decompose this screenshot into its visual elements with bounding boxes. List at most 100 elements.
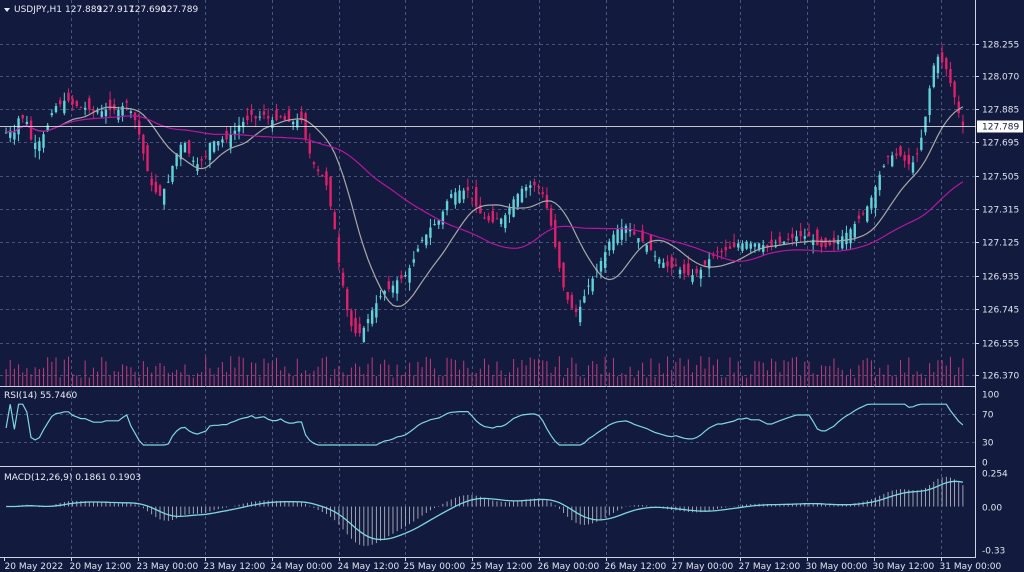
candle-body	[516, 194, 519, 207]
candle-body	[907, 155, 911, 165]
candlestick-series	[4, 45, 965, 344]
candle-body	[645, 245, 648, 252]
candle-body	[633, 231, 636, 235]
candle-body	[961, 121, 965, 126]
candle-body	[246, 115, 249, 121]
candle-body	[192, 160, 195, 162]
grid-lines	[0, 0, 976, 558]
y-tick-label: 126.370	[982, 372, 1019, 382]
candle-body	[4, 132, 8, 134]
y-tick-label: 126.745	[982, 306, 1019, 316]
candle-body	[836, 239, 840, 244]
candle-body	[350, 310, 353, 327]
candle-body	[175, 153, 178, 167]
candle-body	[741, 243, 744, 251]
candle-body	[936, 56, 940, 74]
candle-body	[296, 120, 299, 128]
candle-body	[641, 230, 644, 242]
candle-body	[316, 169, 320, 172]
candle-body	[757, 243, 761, 251]
candle-body	[433, 224, 436, 226]
candle-body	[658, 259, 661, 264]
close-value: 127.789	[161, 5, 198, 15]
candle-body	[562, 262, 565, 288]
candle-body	[612, 234, 615, 251]
candle-body	[204, 156, 207, 158]
candle-body	[212, 141, 216, 152]
candle-body	[217, 141, 220, 146]
candle-body	[129, 111, 133, 113]
candle-body	[466, 186, 470, 191]
candle-body	[121, 106, 124, 116]
dropdown-triangle-icon[interactable]	[4, 8, 10, 12]
x-tick-label: 24 May 12:00	[338, 562, 400, 572]
candle-body	[899, 146, 902, 156]
candle-body	[237, 125, 241, 132]
rsi-tick-label: 0	[982, 459, 988, 469]
rsi-tick-label: 30	[982, 439, 994, 449]
candle-body	[321, 174, 324, 177]
candle-body	[271, 120, 274, 128]
candle-body	[807, 231, 811, 237]
candle-body	[92, 109, 95, 112]
candle-body	[291, 121, 295, 125]
candle-body	[462, 190, 465, 200]
candle-body	[599, 260, 603, 272]
candle-body	[287, 110, 291, 122]
candle-body	[587, 285, 590, 287]
candle-body	[88, 98, 91, 110]
candle-body	[29, 120, 33, 140]
candle-body	[266, 116, 270, 119]
candle-body	[828, 240, 831, 246]
candle-body	[50, 113, 54, 116]
candle-body	[920, 137, 923, 150]
x-tick-label: 30 May 12:00	[873, 562, 935, 572]
candle-body	[233, 130, 237, 135]
candle-body	[762, 245, 765, 252]
candle-body	[932, 65, 935, 87]
candle-body	[682, 264, 686, 274]
candle-body	[108, 99, 112, 110]
candle-body	[957, 101, 960, 114]
candle-body	[416, 248, 420, 252]
candle-body	[728, 246, 732, 249]
y-tick-label: 128.255	[982, 41, 1019, 51]
candle-body	[541, 192, 544, 195]
last-price-label: 127.789	[982, 123, 1019, 133]
candle-body	[857, 215, 861, 219]
candle-body	[953, 81, 956, 98]
candle-body	[445, 201, 449, 211]
candle-body	[603, 252, 607, 268]
candle-body	[308, 141, 311, 154]
candle-body	[370, 310, 374, 324]
candle-body	[720, 250, 723, 253]
low-value: 127.690	[129, 5, 166, 15]
candle-body	[924, 116, 927, 133]
candle-body	[670, 256, 673, 269]
candle-body	[949, 68, 952, 84]
y-tick-label: 128.070	[982, 73, 1019, 83]
candle-body	[404, 275, 407, 277]
candle-body	[491, 211, 495, 223]
candle-body	[554, 219, 557, 247]
candle-body	[545, 194, 549, 209]
candle-body	[674, 264, 678, 267]
candle-body	[229, 134, 232, 148]
candle-body	[537, 186, 540, 188]
candle-body	[753, 243, 757, 247]
candle-body	[886, 155, 890, 158]
candle-body	[666, 261, 669, 267]
candle-body	[171, 165, 174, 182]
candle-body	[716, 251, 719, 253]
candle-body	[678, 269, 682, 275]
candle-body	[737, 243, 740, 248]
candle-body	[578, 306, 582, 323]
candle-body	[63, 100, 66, 114]
candle-body	[687, 263, 690, 276]
candle-body	[279, 116, 282, 118]
candle-body	[162, 188, 166, 205]
x-tick-label: 20 May 12:00	[70, 562, 132, 572]
x-tick-label: 23 May 12:00	[204, 562, 266, 572]
x-tick-label: 24 May 00:00	[271, 562, 333, 572]
